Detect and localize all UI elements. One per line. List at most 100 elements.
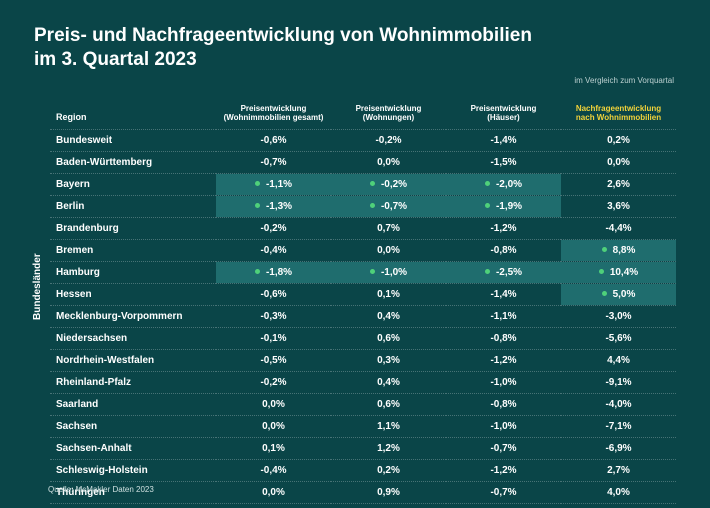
region-cell: Rheinland-Pfalz [50, 371, 216, 393]
value-text: -0,2% [375, 135, 401, 146]
value-text: -1,4% [490, 289, 516, 300]
highlight-dot-icon [370, 269, 375, 274]
value-cell: 0,0% [561, 151, 676, 173]
value-text: -0,7% [490, 487, 516, 498]
value-cell: -0,8% [446, 327, 561, 349]
value-text: 1,2% [377, 443, 400, 454]
value-text: -0,2% [381, 179, 407, 190]
table-row: Schleswig-Holstein-0,4% 0,2% -1,2% 2,7% [50, 459, 676, 481]
value-cell: -0,4% [216, 459, 331, 481]
value-text: -0,4% [260, 245, 286, 256]
value-cell: 2,6% [561, 173, 676, 195]
highlight-dot-icon [602, 247, 607, 252]
value-text: 4,0% [607, 487, 630, 498]
value-cell: -0,4% [216, 239, 331, 261]
vertical-group-label-text: Bundesländer [32, 253, 43, 320]
value-text: 0,0% [377, 157, 400, 168]
highlight-dot-icon [370, 203, 375, 208]
value-cell: -2,0% [446, 173, 561, 195]
value-cell: -6,9% [561, 437, 676, 459]
value-text: -1,4% [490, 135, 516, 146]
table-row: Saarland0,0%0,6%-0,8%-4,0% [50, 393, 676, 415]
value-text: -1,1% [266, 179, 292, 190]
value-cell: -1,0% [446, 415, 561, 437]
table-row: Brandenburg-0,2%0,7%-1,2%-4,4% [50, 217, 676, 239]
value-cell: 0,6% [331, 393, 446, 415]
value-text: 0,9% [377, 487, 400, 498]
value-cell: 0,6% [331, 327, 446, 349]
value-text: 2,7% [607, 465, 630, 476]
value-text: 0,0% [607, 157, 630, 168]
table-row: Rheinland-Pfalz-0,2%0,4%-1,0%-9,1% [50, 371, 676, 393]
value-cell: -7,1% [561, 415, 676, 437]
col-header-price-apt: Preisentwicklung (Wohnungen) [331, 100, 446, 130]
region-cell: Hessen [50, 283, 216, 305]
comparison-note: im Vergleich zum Vorquartal [574, 76, 674, 85]
region-cell: Mecklenburg-Vorpommern [50, 305, 216, 327]
vertical-group-label: Bundesländer [34, 100, 50, 504]
value-cell: -4,4% [561, 217, 676, 239]
table-row: Sachsen 0,0% 1,1%-1,0% -7,1% [50, 415, 676, 437]
region-cell: Sachsen [50, 415, 216, 437]
value-cell: -0,8% [446, 239, 561, 261]
value-cell: 0,0% [331, 151, 446, 173]
value-cell: -1,2% [446, 459, 561, 481]
col-header-price-house: Preisentwicklung (Häuser) [446, 100, 561, 130]
table-row: Bundesweit-0,6%-0,2%-1,4%0,2% [50, 129, 676, 151]
value-text: -0,1% [260, 333, 286, 344]
value-cell: 0,0% [216, 481, 331, 503]
value-cell: 4,4% [561, 349, 676, 371]
value-cell: -1,2% [446, 349, 561, 371]
value-text: -9,1% [605, 377, 631, 388]
value-text: 0,0% [262, 421, 285, 432]
title-line-1: Preis- und Nachfrageentwicklung von Wohn… [34, 25, 532, 46]
value-text: -0,6% [260, 289, 286, 300]
value-text: 0,3% [377, 355, 400, 366]
value-text: 0,2% [377, 465, 400, 476]
value-cell: -0,8% [446, 393, 561, 415]
table-row: Hamburg-1,8%-1,0%-2,5%10,4% [50, 261, 676, 283]
value-cell: 5,0% [561, 283, 676, 305]
value-text: -0,2% [260, 223, 286, 234]
value-text: -0,7% [490, 443, 516, 454]
value-cell: -9,1% [561, 371, 676, 393]
value-cell: -0,3% [216, 305, 331, 327]
value-text: 0,0% [377, 245, 400, 256]
highlight-dot-icon [370, 181, 375, 186]
value-cell: -0,2% [331, 129, 446, 151]
region-cell: Nordrhein-Westfalen [50, 349, 216, 371]
value-text: 5,0% [613, 289, 636, 300]
value-cell: 0,7% [331, 217, 446, 239]
highlight-dot-icon [485, 269, 490, 274]
region-cell: Berlin [50, 195, 216, 217]
value-text: -7,1% [605, 421, 631, 432]
value-cell: -3,0% [561, 305, 676, 327]
region-cell: Niedersachsen [50, 327, 216, 349]
value-cell: 0,2% [561, 129, 676, 151]
value-cell: 0,1% [331, 283, 446, 305]
value-cell: 0,2% [331, 459, 446, 481]
value-text: -1,1% [490, 311, 516, 322]
highlight-dot-icon [485, 203, 490, 208]
value-cell: 1,1% [331, 415, 446, 437]
value-text: -1,3% [266, 201, 292, 212]
value-cell: -0,2% [216, 217, 331, 239]
value-cell: 0,4% [331, 371, 446, 393]
value-text: -1,9% [496, 201, 522, 212]
value-text: -1,2% [490, 465, 516, 476]
value-cell: 0,1% [216, 437, 331, 459]
value-cell: 0,4% [331, 305, 446, 327]
value-text: 0,2% [607, 135, 630, 146]
value-cell: -1,5% [446, 151, 561, 173]
value-text: 3,6% [607, 201, 630, 212]
region-cell: Schleswig-Holstein [50, 459, 216, 481]
value-text: 0,4% [377, 377, 400, 388]
col-header-price-total: Preisentwicklung (Wohnimmobilien gesamt) [216, 100, 331, 130]
value-cell: 2,7% [561, 459, 676, 481]
table-row: Hessen -0,6% 0,1% -1,4% 5,0% [50, 283, 676, 305]
table-wrap: Bundesländer Region Preisentwicklung (Wo… [34, 100, 676, 504]
value-cell: -0,1% [216, 327, 331, 349]
value-text: -1,2% [490, 355, 516, 366]
value-cell: -0,5% [216, 349, 331, 371]
value-cell: 8,8% [561, 239, 676, 261]
